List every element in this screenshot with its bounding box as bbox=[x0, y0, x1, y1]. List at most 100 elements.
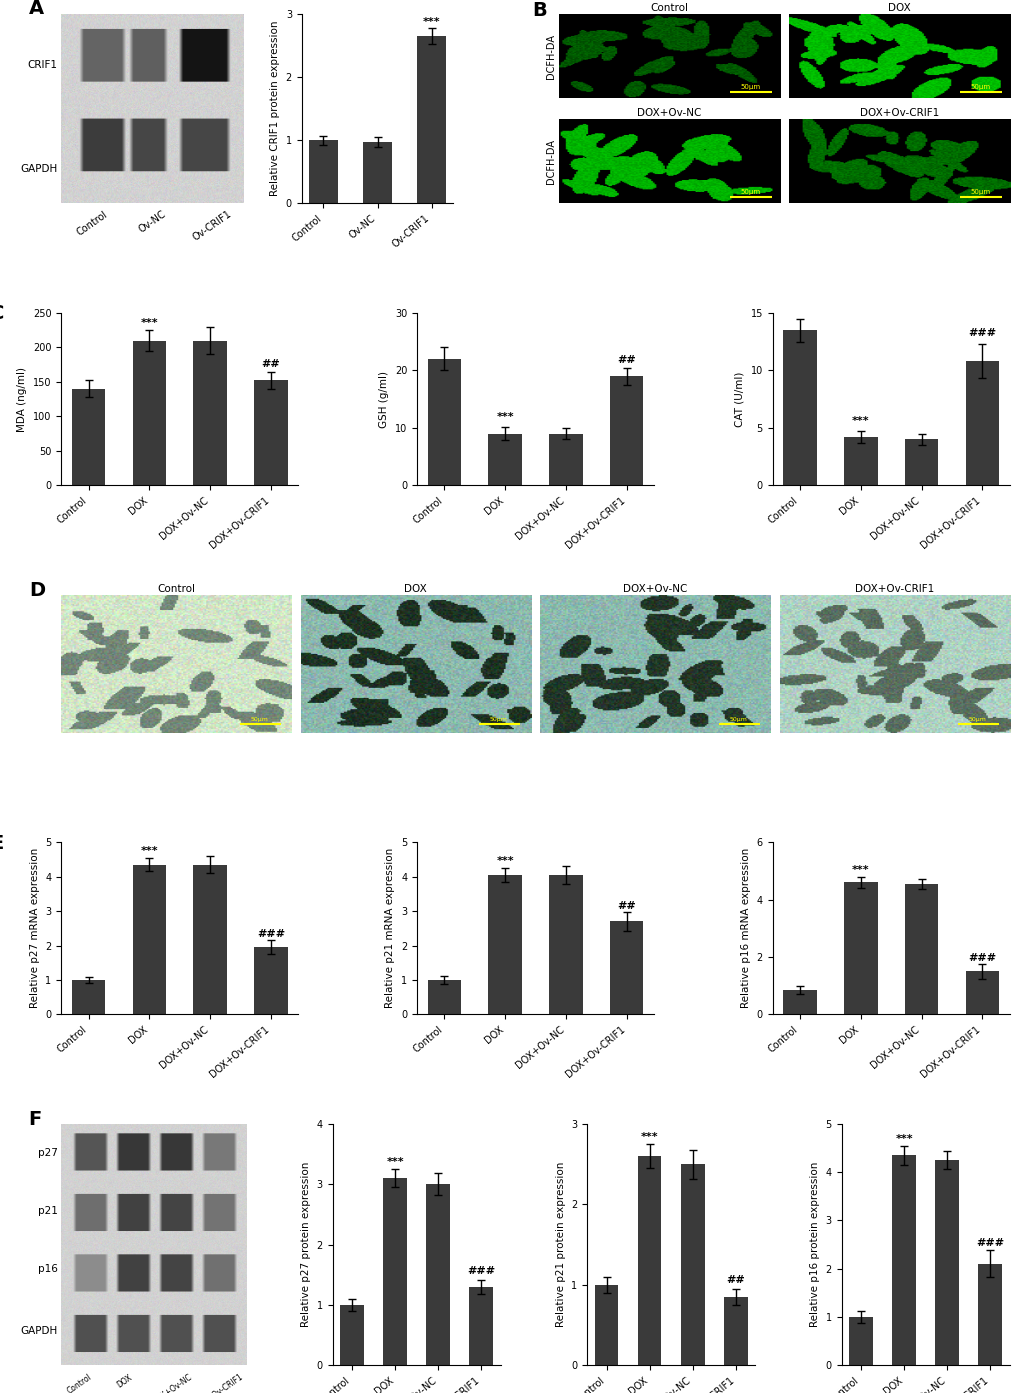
Bar bbox=[254, 947, 287, 1014]
Bar bbox=[427, 359, 461, 485]
Text: Control: Control bbox=[74, 209, 109, 237]
Bar bbox=[965, 971, 998, 1014]
Bar bbox=[783, 330, 816, 485]
Text: 50μm: 50μm bbox=[729, 717, 747, 722]
Text: DOX: DOX bbox=[115, 1372, 133, 1389]
Text: 50μm: 50μm bbox=[969, 84, 989, 91]
Text: F: F bbox=[28, 1109, 41, 1128]
Text: p27: p27 bbox=[38, 1148, 57, 1158]
Text: 50μm: 50μm bbox=[740, 189, 759, 195]
Text: ##: ## bbox=[726, 1275, 745, 1284]
Y-axis label: MDA (ng/ml): MDA (ng/ml) bbox=[17, 366, 28, 432]
Y-axis label: DCFH-DA: DCFH-DA bbox=[545, 33, 555, 78]
Bar bbox=[681, 1165, 704, 1365]
Text: GAPDH: GAPDH bbox=[20, 1326, 57, 1336]
Bar bbox=[383, 1178, 407, 1365]
Text: Control: Control bbox=[65, 1372, 94, 1393]
Bar bbox=[426, 1184, 449, 1365]
Text: ***: *** bbox=[423, 17, 440, 26]
Title: DOX+Ov-CRIF1: DOX+Ov-CRIF1 bbox=[859, 109, 937, 118]
Text: Ov-CRIF1: Ov-CRIF1 bbox=[191, 209, 233, 242]
Bar bbox=[194, 340, 226, 485]
Text: B: B bbox=[532, 1, 546, 21]
Y-axis label: Relative p21 protein expression: Relative p21 protein expression bbox=[555, 1162, 565, 1328]
Text: ##: ## bbox=[616, 355, 635, 365]
Text: ***: *** bbox=[640, 1131, 658, 1142]
Text: GAPDH: GAPDH bbox=[20, 164, 57, 174]
Text: p16: p16 bbox=[38, 1263, 57, 1273]
Bar bbox=[309, 141, 338, 203]
Y-axis label: Relative p27 mRNA expression: Relative p27 mRNA expression bbox=[30, 848, 40, 1009]
Y-axis label: Relative CRIF1 protein expression: Relative CRIF1 protein expression bbox=[270, 21, 280, 196]
Bar bbox=[904, 883, 937, 1014]
Title: DOX: DOX bbox=[404, 584, 427, 593]
Bar bbox=[548, 433, 582, 485]
Y-axis label: Relative p27 protein expression: Relative p27 protein expression bbox=[301, 1162, 311, 1328]
Text: ***: *** bbox=[895, 1134, 912, 1144]
Text: ***: *** bbox=[496, 412, 514, 422]
Text: ***: *** bbox=[141, 846, 158, 855]
Text: ###: ### bbox=[967, 329, 996, 338]
Bar bbox=[723, 1297, 747, 1365]
Text: ##: ## bbox=[261, 359, 280, 369]
Bar bbox=[637, 1156, 660, 1365]
Text: ##: ## bbox=[616, 901, 635, 911]
Bar bbox=[783, 990, 816, 1014]
Text: p21: p21 bbox=[38, 1206, 57, 1216]
Y-axis label: Relative p21 mRNA expression: Relative p21 mRNA expression bbox=[385, 848, 395, 1009]
Text: ***: *** bbox=[851, 865, 869, 875]
Bar bbox=[904, 439, 937, 485]
Bar bbox=[965, 361, 998, 485]
Text: ###: ### bbox=[967, 953, 996, 963]
Bar bbox=[977, 1263, 1002, 1365]
Bar bbox=[340, 1305, 364, 1365]
Text: A: A bbox=[29, 0, 44, 18]
Bar bbox=[849, 1316, 872, 1365]
Text: ###: ### bbox=[257, 929, 284, 939]
Bar bbox=[844, 437, 876, 485]
Y-axis label: Relative p16 protein expression: Relative p16 protein expression bbox=[809, 1162, 819, 1328]
Title: DOX+Ov-NC: DOX+Ov-NC bbox=[623, 584, 687, 593]
Bar bbox=[417, 36, 446, 203]
Bar bbox=[363, 142, 392, 203]
Text: ###: ### bbox=[467, 1266, 495, 1276]
Text: 50μm: 50μm bbox=[489, 717, 507, 722]
Y-axis label: Relative p16 mRNA expression: Relative p16 mRNA expression bbox=[741, 848, 750, 1009]
Bar bbox=[488, 875, 522, 1014]
Y-axis label: GSH (g/ml): GSH (g/ml) bbox=[379, 371, 389, 428]
Text: ***: *** bbox=[851, 415, 869, 425]
Bar bbox=[427, 979, 461, 1014]
Bar bbox=[934, 1160, 958, 1365]
Bar bbox=[609, 921, 643, 1014]
Y-axis label: DCFH-DA: DCFH-DA bbox=[545, 139, 555, 184]
Text: ***: *** bbox=[496, 857, 514, 866]
Title: DOX: DOX bbox=[887, 3, 910, 13]
Title: Control: Control bbox=[157, 584, 195, 593]
Bar bbox=[254, 380, 287, 485]
Text: CRIF1: CRIF1 bbox=[28, 60, 57, 70]
Text: 50μm: 50μm bbox=[969, 189, 989, 195]
Text: ***: *** bbox=[141, 318, 158, 329]
Bar bbox=[194, 865, 226, 1014]
Text: DOX+Ov-NC: DOX+Ov-NC bbox=[151, 1372, 194, 1393]
Bar bbox=[72, 389, 105, 485]
Bar bbox=[594, 1284, 618, 1365]
Bar bbox=[892, 1155, 915, 1365]
Bar bbox=[548, 875, 582, 1014]
Bar bbox=[469, 1287, 492, 1365]
Text: ***: *** bbox=[386, 1158, 404, 1167]
Text: C: C bbox=[0, 304, 4, 323]
Text: 50μm: 50μm bbox=[740, 84, 759, 91]
Bar bbox=[132, 865, 166, 1014]
Bar bbox=[132, 340, 166, 485]
Text: D: D bbox=[29, 581, 45, 600]
Text: DOX+Ov-CRIF1: DOX+Ov-CRIF1 bbox=[193, 1372, 245, 1393]
Title: DOX+Ov-CRIF1: DOX+Ov-CRIF1 bbox=[854, 584, 933, 593]
Text: 50μm: 50μm bbox=[251, 717, 268, 722]
Bar bbox=[488, 433, 522, 485]
Title: Control: Control bbox=[650, 3, 688, 13]
Text: 50μm: 50μm bbox=[968, 717, 985, 722]
Title: DOX+Ov-NC: DOX+Ov-NC bbox=[637, 109, 701, 118]
Bar bbox=[609, 376, 643, 485]
Bar bbox=[72, 979, 105, 1014]
